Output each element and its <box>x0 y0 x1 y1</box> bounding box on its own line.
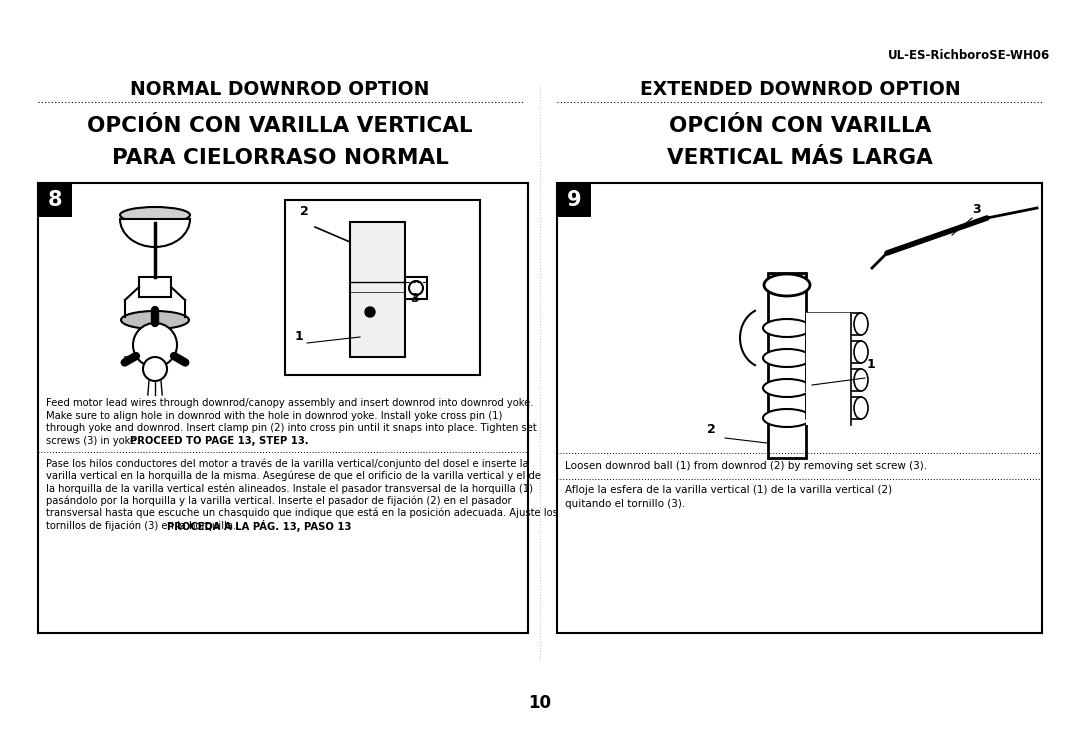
Bar <box>768 273 806 458</box>
Text: VERTICAL MÁS LARGA: VERTICAL MÁS LARGA <box>667 148 933 168</box>
Text: screws (3) in yoke.: screws (3) in yoke. <box>46 435 143 445</box>
Text: pasándolo por la horquilla y la varilla vertical. Inserte el pasador de fijación: pasándolo por la horquilla y la varilla … <box>46 496 512 506</box>
Text: EXTENDED DOWNROD OPTION: EXTENDED DOWNROD OPTION <box>639 80 960 99</box>
Ellipse shape <box>121 311 189 329</box>
Text: 1: 1 <box>295 330 303 343</box>
Text: UL-ES-RichboroSE-WH06: UL-ES-RichboroSE-WH06 <box>888 49 1050 62</box>
Ellipse shape <box>120 207 190 223</box>
Bar <box>806 369 861 391</box>
Text: tornillos de fijación (3) en la horquilla.: tornillos de fijación (3) en la horquill… <box>46 521 240 531</box>
Text: OPCIÓN CON VARILLA VERTICAL: OPCIÓN CON VARILLA VERTICAL <box>87 116 473 136</box>
Text: NORMAL DOWNROD OPTION: NORMAL DOWNROD OPTION <box>131 80 430 99</box>
Bar <box>557 183 1042 633</box>
Text: la horquilla de la varilla vertical estén alineados. Instale el pasador transver: la horquilla de la varilla vertical esté… <box>46 483 534 494</box>
Bar <box>806 341 861 363</box>
Circle shape <box>133 323 177 367</box>
Text: 2: 2 <box>300 205 309 218</box>
Bar <box>38 183 528 633</box>
Ellipse shape <box>762 409 811 427</box>
Ellipse shape <box>854 313 868 335</box>
Circle shape <box>409 281 423 295</box>
Text: Afloje la esfera de la varilla vertical (1) de la varilla vertical (2): Afloje la esfera de la varilla vertical … <box>565 485 892 495</box>
Text: Pase los hilos conductores del motor a través de la varilla vertical/conjunto de: Pase los hilos conductores del motor a t… <box>46 458 528 469</box>
Ellipse shape <box>854 397 868 419</box>
Bar <box>285 200 480 375</box>
Ellipse shape <box>764 274 810 296</box>
Text: OPCIÓN CON VARILLA: OPCIÓN CON VARILLA <box>669 116 931 136</box>
Text: varilla vertical en la horquilla de la misma. Asegúrese de que el orificio de la: varilla vertical en la horquilla de la m… <box>46 470 541 481</box>
Ellipse shape <box>762 349 811 367</box>
Bar <box>139 277 171 297</box>
Bar <box>557 183 591 217</box>
Text: R: R <box>123 356 129 365</box>
Bar <box>806 397 861 419</box>
Text: PROCEED TO PAGE 13, STEP 13.: PROCEED TO PAGE 13, STEP 13. <box>130 435 309 445</box>
Text: Make sure to align hole in downrod with the hole in downrod yoke. Install yoke c: Make sure to align hole in downrod with … <box>46 410 502 421</box>
Circle shape <box>143 357 167 381</box>
Ellipse shape <box>854 341 868 363</box>
Circle shape <box>365 307 375 317</box>
Text: 8: 8 <box>48 190 63 210</box>
Bar <box>405 277 427 299</box>
Text: 9: 9 <box>567 190 581 210</box>
Text: PROCEDA A LA PÁG. 13, PASO 13: PROCEDA A LA PÁG. 13, PASO 13 <box>167 521 351 532</box>
Ellipse shape <box>762 319 811 337</box>
Ellipse shape <box>854 369 868 391</box>
Text: 2: 2 <box>707 423 716 436</box>
Bar <box>38 183 72 217</box>
Bar <box>350 222 405 357</box>
Text: quitando el tornillo (3).: quitando el tornillo (3). <box>565 499 685 509</box>
Text: Loosen downrod ball (1) from downrod (2) by removing set screw (3).: Loosen downrod ball (1) from downrod (2)… <box>565 461 927 471</box>
Polygon shape <box>120 219 190 247</box>
Bar <box>806 313 861 335</box>
Text: Feed motor lead wires through downrod/canopy assembly and insert downrod into do: Feed motor lead wires through downrod/ca… <box>46 398 534 408</box>
Ellipse shape <box>762 379 811 397</box>
Text: 1: 1 <box>867 358 876 371</box>
Text: 3: 3 <box>972 203 981 216</box>
Bar <box>806 313 851 425</box>
Text: through yoke and downrod. Insert clamp pin (2) into cross pin until it snaps int: through yoke and downrod. Insert clamp p… <box>46 423 537 433</box>
Text: 3: 3 <box>410 292 419 305</box>
Text: 10: 10 <box>528 694 552 712</box>
Text: PARA CIELORRASO NORMAL: PARA CIELORRASO NORMAL <box>111 148 448 168</box>
Text: transversal hasta que escuche un chasquido que indique que está en la posición a: transversal hasta que escuche un chasqui… <box>46 508 558 518</box>
